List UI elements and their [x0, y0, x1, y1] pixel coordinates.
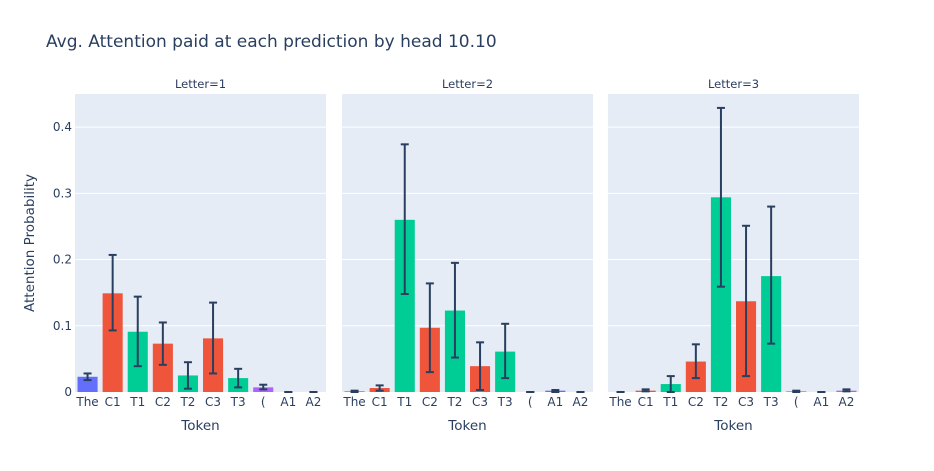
x-tick-label: A1: [280, 395, 296, 409]
x-tick-label: (: [261, 395, 266, 409]
panel-background: [608, 94, 859, 392]
bar: [394, 219, 415, 392]
x-axis-label: Token: [447, 418, 486, 434]
x-tick-label: T3: [497, 395, 513, 409]
x-tick-label: A2: [306, 395, 322, 409]
bar: [102, 293, 123, 392]
chart-title: Avg. Attention paid at each prediction b…: [46, 32, 497, 52]
error-bar: [108, 253, 117, 332]
error-bar: [551, 389, 560, 393]
facet-panel: Letter=1 The C1 T1 C2 T2 C3 T3 ( A1 A2 Token: [75, 77, 326, 434]
panel-background: [342, 94, 593, 392]
x-tick-label: (: [528, 395, 533, 409]
error-bar: [375, 384, 384, 392]
x-tick-label: The: [75, 395, 98, 409]
x-tick-label: C1: [105, 395, 121, 409]
bar: [77, 376, 98, 392]
error-bar: [716, 106, 725, 288]
facet-panel: Letter=3 The C1 T1 C2 T2 C3 T3 ( A1 A2 Token: [608, 77, 859, 434]
facet-panel: Letter=2 The C1 T1 C2 T2 C3 T3 ( A1 A2 Token: [342, 77, 593, 434]
x-tick-label: A2: [573, 395, 589, 409]
error-bar: [450, 261, 459, 359]
x-tick-label: T2: [446, 395, 462, 409]
error-bar: [641, 388, 650, 393]
x-tick-label: C1: [372, 395, 388, 409]
x-tick-label: C3: [738, 395, 754, 409]
x-tick-label: C3: [472, 395, 488, 409]
error-bar: [400, 143, 409, 295]
y-tick-label: 0.2: [53, 253, 72, 267]
x-tick-label: C2: [422, 395, 438, 409]
facet-label: Letter=1: [175, 77, 226, 91]
error-bar: [158, 321, 167, 366]
error-bar: [83, 372, 92, 382]
facet-panels: 0 0.1 0.2 0.3 0.4 Letter=1 The C1 T1 C2 T2 C3 T3 ( A1 A…: [53, 77, 859, 434]
y-axis-ticks: 0 0.1 0.2 0.3 0.4: [53, 120, 72, 399]
x-tick-label: T2: [179, 395, 195, 409]
x-tick-label: A2: [839, 395, 855, 409]
y-axis-label: Attention Probability: [22, 174, 38, 312]
x-tick-label: T1: [662, 395, 678, 409]
bar: [710, 197, 731, 392]
error-bar: [234, 367, 243, 389]
x-tick-label: The: [608, 395, 631, 409]
x-tick-label: (: [794, 395, 799, 409]
error-bar: [209, 301, 218, 375]
error-bar: [259, 383, 268, 391]
x-tick-label: The: [342, 395, 365, 409]
bar: [152, 343, 173, 392]
y-tick-label: 0.1: [53, 319, 72, 333]
error-bar: [425, 282, 434, 374]
x-tick-label: T2: [712, 395, 728, 409]
x-tick-label: A1: [813, 395, 829, 409]
x-tick-label: C2: [688, 395, 704, 409]
x-axis-label: Token: [713, 418, 752, 434]
y-tick-label: 0.4: [53, 120, 72, 134]
x-tick-label: T1: [396, 395, 412, 409]
error-bar: [792, 389, 801, 393]
x-tick-label: T3: [763, 395, 779, 409]
facet-label: Letter=2: [442, 77, 493, 91]
x-tick-label: A1: [547, 395, 563, 409]
x-tick-label: T1: [129, 395, 145, 409]
error-bar: [842, 388, 851, 393]
y-tick-label: 0: [64, 385, 72, 399]
y-tick-label: 0.3: [53, 186, 72, 200]
x-tick-label: C1: [638, 395, 654, 409]
error-bar: [183, 361, 192, 390]
error-bar: [476, 341, 485, 392]
error-bar: [666, 375, 675, 393]
facet-label: Letter=3: [708, 77, 759, 91]
x-tick-label: T3: [230, 395, 246, 409]
x-tick-label: C2: [155, 395, 171, 409]
error-bar: [350, 389, 359, 393]
error-bar: [691, 343, 700, 380]
error-bar: [501, 322, 510, 380]
error-bar: [133, 295, 142, 368]
x-axis-label: Token: [180, 418, 219, 434]
error-bar: [767, 205, 776, 345]
error-bar: [742, 224, 751, 378]
x-tick-label: C3: [205, 395, 221, 409]
